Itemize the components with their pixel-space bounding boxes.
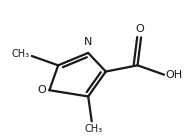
Text: CH₃: CH₃ — [12, 49, 30, 60]
Text: N: N — [84, 37, 92, 47]
Text: O: O — [37, 85, 46, 95]
Text: CH₃: CH₃ — [84, 124, 103, 134]
Text: OH: OH — [166, 70, 183, 80]
Text: O: O — [135, 24, 144, 34]
